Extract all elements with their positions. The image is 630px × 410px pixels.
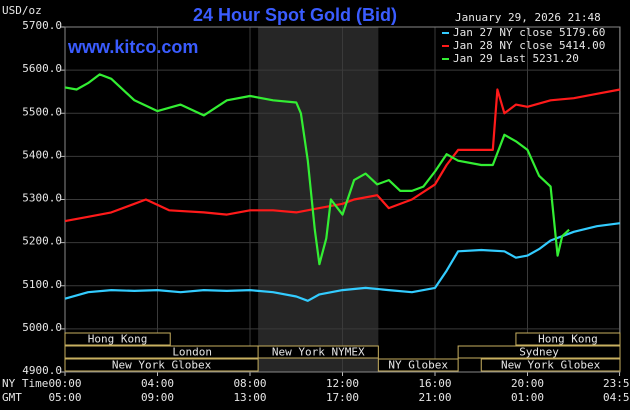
x2-tick-label: 17:00: [326, 391, 359, 404]
x-tick-label: 12:00: [326, 377, 359, 390]
x-tick-label: 04:00: [141, 377, 174, 390]
x2-tick-label: 13:00: [233, 391, 266, 404]
y-tick-label: 5700.0: [22, 19, 62, 32]
x2-tick-label: 09:00: [141, 391, 174, 404]
session-box: [480, 358, 621, 372]
session-box: [457, 345, 621, 359]
session-label: Hong Kong: [88, 333, 148, 346]
y-tick-label: 5100.0: [22, 278, 62, 291]
x2-axis-label: GMT: [2, 391, 22, 404]
y-tick-label: 5600.0: [22, 62, 62, 75]
price-line: [64, 222, 621, 302]
y-tick-label: 5200.0: [22, 235, 62, 248]
legend-label: Jan 29 Last 5231.20: [453, 52, 579, 65]
x2-tick-label: 04:59: [603, 391, 630, 404]
x-tick-label: 00:00: [48, 377, 81, 390]
session-box: [64, 332, 171, 346]
y-tick-label: 5300.0: [22, 192, 62, 205]
x-axis-label: NY Time: [2, 377, 48, 390]
session-box: [64, 358, 259, 372]
session-label: New York Globex: [112, 359, 212, 372]
x-tick-label: 16:00: [418, 377, 451, 390]
y-tick-label: 5400.0: [22, 148, 62, 161]
timestamp: January 29, 2026 21:48: [455, 11, 601, 24]
y-tick-label: 4900.0: [22, 364, 62, 377]
session-box: [377, 358, 459, 372]
session-label: Hong Kong: [538, 333, 598, 346]
price-line: [64, 73, 570, 266]
session-label: New York Globex: [501, 359, 601, 372]
x2-tick-label: 05:00: [48, 391, 81, 404]
session-box: [257, 345, 379, 359]
y-tick-label: 5500.0: [22, 105, 62, 118]
y-axis-label: USD/oz: [2, 4, 42, 17]
session-label: Sydney: [519, 346, 559, 359]
source-label: www.kitco.com: [67, 37, 198, 57]
plot-border: [64, 26, 621, 373]
price-line: [64, 88, 621, 223]
session-label: NY Globex: [388, 359, 448, 372]
session-label: London: [172, 346, 212, 359]
x-tick-label: 08:00: [233, 377, 266, 390]
legend-label: Jan 28 NY close 5414.00: [453, 39, 605, 52]
x2-tick-label: 01:00: [511, 391, 544, 404]
x2-tick-label: 21:00: [418, 391, 451, 404]
x-tick-label: 20:00: [511, 377, 544, 390]
chart-title: 24 Hour Spot Gold (Bid): [193, 5, 397, 25]
y-tick-label: 5000.0: [22, 321, 62, 334]
x-tick-label: 23:59: [603, 377, 630, 390]
session-box: [515, 332, 621, 346]
session-label: New York NYMEX: [272, 346, 365, 359]
legend-label: Jan 27 NY close 5179.60: [453, 26, 605, 39]
